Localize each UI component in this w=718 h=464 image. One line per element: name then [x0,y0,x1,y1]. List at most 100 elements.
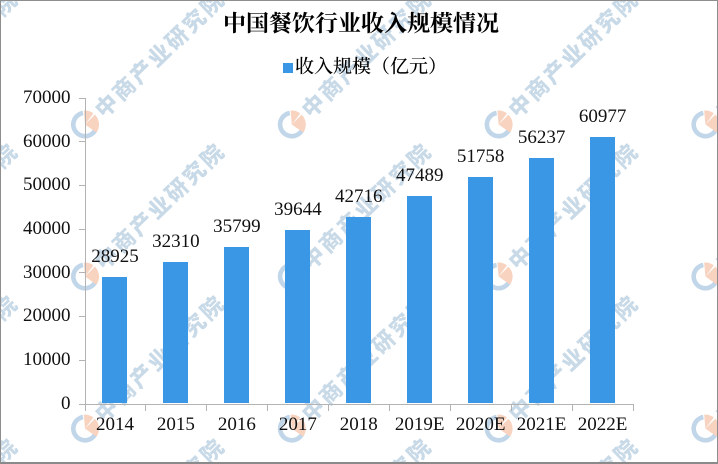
watermark-glyph [197,435,227,462]
watermark-glyph [1,435,20,462]
x-tick [145,403,147,411]
watermark-glyph [403,435,434,462]
bar-value-label: 47489 [395,164,444,186]
watermark-glyph [92,91,121,120]
watermark-glyph [299,91,327,120]
cjk-glyph [476,12,499,34]
watermark-glyph [144,40,173,69]
x-category-label: 2017 [278,413,317,435]
watermark-tile [70,1,227,139]
bar-value-label: 60977 [578,106,627,127]
watermark-tile [592,435,641,462]
x-category-label: 2018 [339,413,378,435]
x-tick [389,403,391,411]
cjk-glyph [314,56,333,75]
cjk-glyph [269,11,292,34]
watermark-glyph [126,361,156,391]
bar [468,177,494,404]
y-tick-label: 60000 [23,130,71,152]
legend-label-glyphs [296,56,435,75]
bar [102,277,128,404]
watermark-glyph [575,23,605,53]
bar-value-label: 28925 [91,246,139,268]
watermark-tile [691,243,717,291]
x-tick [267,403,269,411]
y-tick-label: 20000 [23,305,71,327]
bar [285,230,311,404]
y-tick [79,228,85,230]
y-tick [79,403,85,405]
watermark-tile [385,435,434,462]
y-tick [79,184,85,186]
x-tick [84,403,86,411]
x-category-label: 2015 [156,413,195,435]
bar-value-label: 51758 [456,146,505,168]
cjk-glyph [338,12,361,32]
cjk-glyph [352,56,371,75]
watermark-logo-icon [691,414,717,443]
x-category-label: 2021E [516,413,567,435]
y-tick [79,272,85,274]
bar-value-label: 42716 [335,185,383,207]
watermark-glyph [610,435,641,462]
chart-title: 中国餐饮行业收入规模情况 [223,11,499,39]
bar-value-label: 32310 [152,231,200,253]
cjk-glyph [429,56,435,75]
watermark-tile [691,395,717,443]
cjk-glyph [407,11,430,34]
x-tick [572,403,574,411]
watermark-glyph [316,225,345,255]
x-category-label: 2020E [455,413,506,435]
watermark-glyph [162,175,192,205]
watermark-glyph [197,140,227,171]
x-tick [511,403,513,411]
watermark-glyph [505,91,534,120]
watermark-logo-icon [691,262,717,291]
cjk-glyph [390,56,409,75]
watermark-glyph [109,73,139,103]
cjk-glyph [315,11,338,34]
cjk-glyph [409,57,428,75]
bar [407,195,433,404]
x-tick [328,403,330,411]
bar [346,216,372,404]
y-tick-label: 70000 [23,86,71,108]
bar [163,262,189,404]
y-tick [79,141,85,143]
bar [224,247,250,404]
x-tick [450,403,452,411]
cjk-glyph [296,56,314,75]
y-tick [79,359,85,361]
watermark-tile [691,91,717,139]
x-category-label: 2019E [394,413,445,435]
watermark-glyph [610,140,641,171]
y-tick-label: 30000 [23,261,71,283]
bar [590,136,616,404]
cjk-glyph [384,11,407,34]
x-category-label: 2016 [217,413,256,435]
watermark-glyph [522,73,552,103]
x-category-label: 2022E [577,413,628,435]
watermark-glyph [558,344,587,373]
cjk-glyph [292,11,315,34]
legend-marker-icon [283,63,293,73]
bar-value-label: 39644 [274,199,322,221]
watermark-glyph [539,57,570,87]
watermark-glyph [197,292,227,323]
watermark-tile [70,140,227,291]
watermark-glyph [610,1,641,18]
bar-value-label: 56237 [517,126,566,148]
chart-title-glyphs [225,11,499,34]
y-tick-label: 10000 [23,349,71,371]
watermark-tile [1,435,20,462]
x-tick [206,403,208,411]
watermark-logo-icon [691,110,717,139]
bar-value-label: 35799 [213,216,261,238]
watermark-glyph [126,57,156,87]
y-tick-label: 40000 [23,218,71,239]
watermark-glyph [144,192,173,221]
watermark-glyph [162,23,192,53]
cjk-glyph [361,11,384,34]
y-axis-line [84,97,86,405]
